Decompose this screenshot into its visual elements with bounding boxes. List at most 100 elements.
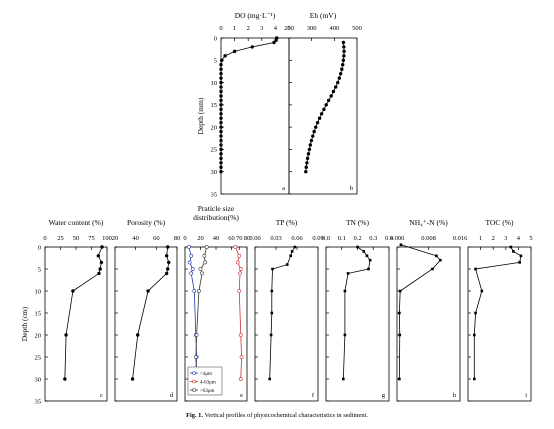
data-point (398, 311, 401, 315)
data-point (219, 89, 223, 94)
data-point (219, 58, 224, 62)
data-point (399, 243, 403, 247)
data-point (219, 103, 223, 107)
y-tick-label: 15 (211, 102, 218, 109)
data-point (192, 289, 197, 293)
panel-frame (254, 246, 319, 402)
data-point (164, 254, 169, 258)
series-line (473, 246, 522, 379)
panel-f: TP (%) 0.00 0.03 0.06 0.09 f (249, 218, 324, 402)
series-line (342, 246, 371, 380)
data-point (285, 263, 289, 266)
data-point (219, 156, 223, 161)
x-tick-label: 40 (132, 235, 139, 242)
data-point (219, 152, 223, 156)
data-point (306, 152, 311, 156)
data-point (270, 289, 274, 293)
data-point (232, 49, 237, 54)
data-point (203, 260, 208, 265)
x-tick-label: 0.016 (453, 235, 468, 242)
caption-text: Vertical profiles of physicochemical cha… (204, 412, 368, 419)
data-point (238, 271, 242, 276)
data-point (368, 258, 372, 262)
panel-a: DO (mg·L⁻¹) 0 1 2 3 4 5 0 5 10 15 20 25 30 35 Depth (mm… (196, 11, 291, 198)
data-point (435, 254, 438, 258)
data-point (322, 107, 326, 112)
data-point (304, 165, 308, 169)
data-point (329, 94, 333, 98)
data-point (235, 260, 240, 265)
legend-marker (192, 379, 196, 384)
data-point (315, 120, 320, 125)
y-tick-label: 35 (35, 398, 42, 405)
panel-letter: c (100, 392, 103, 399)
data-point (473, 377, 476, 381)
data-point (439, 258, 442, 262)
data-point (219, 161, 223, 165)
panel-i: TOC (%) 1 2 3 4 5 i (467, 218, 533, 402)
y-tick-label: 20 (35, 332, 42, 339)
data-point (319, 112, 324, 116)
panel-h: NH₄⁺-N (%) 0.000 0.008 0.016 h (390, 218, 468, 402)
panel-frame (220, 37, 290, 195)
data-point (340, 67, 344, 71)
data-point (238, 377, 243, 381)
data-point (97, 271, 101, 276)
data-point (167, 260, 171, 265)
panel-letter: e (240, 392, 243, 399)
y-tick-label: 5 (214, 58, 217, 65)
x-tick-label: 0.1 (338, 235, 346, 242)
data-point (100, 245, 104, 249)
y-axis-label: Depth (mm) (196, 97, 205, 134)
x-tick-label: 200 (284, 25, 294, 32)
data-point (219, 98, 223, 103)
panel-g: TN (%) 0.0 0.1 0.2 0.3 0.4 g (322, 218, 394, 402)
y-tick-label: 0 (38, 244, 41, 251)
data-point (237, 289, 242, 293)
data-point (190, 267, 195, 271)
data-point (342, 377, 345, 381)
data-point (342, 45, 346, 49)
data-point (311, 134, 315, 138)
legend-label: <4μm (200, 372, 212, 377)
data-point (304, 170, 308, 174)
data-point (307, 147, 312, 152)
data-point (518, 261, 521, 264)
data-point (305, 161, 309, 165)
panel-letter: d (170, 392, 174, 399)
y-tick-label: 10 (35, 288, 42, 295)
x-tick-label: 0.2 (353, 235, 361, 242)
data-point (219, 134, 223, 138)
data-point (219, 85, 223, 89)
x-tick-label: 5 (529, 235, 532, 242)
series-line (132, 246, 170, 380)
data-point (64, 333, 68, 337)
panel-title: DO (mg·L⁻¹) (235, 11, 276, 20)
data-point (219, 129, 223, 134)
data-point (219, 138, 223, 143)
x-tick-label: 0 (219, 25, 222, 32)
x-tick-label: 4 (517, 235, 521, 242)
panel-title: NH₄⁺-N (%) (409, 218, 448, 227)
data-point (219, 116, 223, 120)
data-point (519, 254, 523, 258)
x-tick-label: 25 (57, 235, 64, 242)
panel-letter: g (382, 392, 386, 399)
data-point (308, 143, 313, 147)
data-point (193, 355, 198, 359)
data-point (342, 54, 346, 58)
x-tick-label: 0 (183, 235, 186, 242)
x-tick-label: 400 (329, 25, 339, 32)
data-point (197, 289, 201, 293)
data-point (219, 71, 223, 76)
x-tick-label: 50 (73, 235, 80, 242)
panel-title: TOC (%) (486, 218, 514, 227)
y-axis-label: Depth (cm) (20, 306, 29, 341)
panel-frame (288, 37, 358, 195)
data-point (219, 63, 223, 67)
data-point (146, 289, 150, 293)
panel-frame (114, 246, 178, 402)
data-point (362, 250, 366, 253)
figure-caption: Fig. 1. Vertical profiles of physicochem… (0, 412, 554, 419)
panel-title: Eh (mV) (310, 11, 337, 20)
